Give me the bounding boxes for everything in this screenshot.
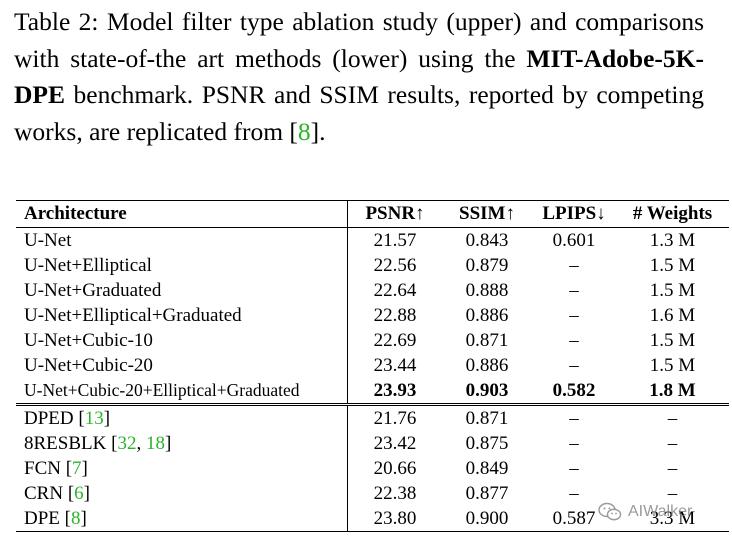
cell-ssim: 0.886 [465, 354, 509, 376]
header-architecture: Architecture [16, 200, 348, 228]
citation-link[interactable]: 8 [70, 507, 81, 529]
cell-architecture: U-Net+Elliptical+Graduated [16, 303, 348, 328]
cell-weights: 3.3 M [649, 507, 696, 529]
table-row: U-Net+Graduated 22.64 0.888 – 1.5 M [16, 278, 729, 303]
cell-weights: 1.5 M [649, 329, 696, 351]
method-name: FCN [ [24, 457, 73, 479]
cell-psnr: 23.42 [373, 432, 417, 454]
cell-lpips: – [569, 354, 579, 376]
cell-architecture: FCN [7] [16, 456, 348, 481]
cell-lpips: – [569, 407, 579, 429]
cell-psnr: 20.66 [373, 457, 417, 479]
cell-psnr: 22.88 [373, 304, 417, 326]
cell-architecture: U-Net+Cubic-20 [16, 353, 348, 378]
citation-link[interactable]: 6 [74, 482, 84, 504]
watermark-text: AIWalker [628, 503, 693, 520]
cell-architecture: U-Net+Elliptical [16, 253, 348, 278]
table-row: U-Net 21.57 0.843 0.601 1.3 M [16, 227, 729, 253]
cell-ssim: 0.903 [465, 379, 509, 401]
cell-ssim: 0.900 [465, 507, 509, 529]
cell-lpips: 0.601 [552, 229, 596, 251]
table-row: U-Net+Elliptical 22.56 0.879 – 1.5 M [16, 253, 729, 278]
table-row: U-Net+Cubic-10 22.69 0.871 – 1.5 M [16, 328, 729, 353]
cell-architecture: U-Net+Cubic-20+Elliptical+Graduated [16, 378, 348, 405]
citation-link[interactable]: 13 [84, 407, 104, 429]
cell-weights: 1.8 M [649, 379, 696, 401]
table-row: 8RESBLK [32, 18] 23.42 0.875 – – [16, 431, 729, 456]
caption-text-2: benchmark. PSNR and SSIM results, report… [14, 80, 704, 146]
cell-architecture: U-Net [16, 227, 348, 253]
cell-lpips: – [569, 254, 579, 276]
cell-ssim: 0.875 [465, 432, 509, 454]
cell-architecture: U-Net+Cubic-10 [16, 328, 348, 353]
cell-weights: 1.5 M [649, 354, 696, 376]
cell-architecture: U-Net+Graduated [16, 278, 348, 303]
cell-weights: 1.5 M [649, 279, 696, 301]
cell-ssim: 0.879 [465, 254, 509, 276]
cell-lpips: – [569, 329, 579, 351]
caption-text-3: ]. [310, 116, 326, 146]
cell-weights: – [667, 482, 678, 504]
caption-text-1: Table 2: Model filter type ablation stud… [14, 7, 704, 73]
cell-psnr: 22.56 [373, 254, 417, 276]
header-psnr: PSNR↑ [365, 203, 425, 224]
cell-lpips: 0.587 [552, 507, 596, 529]
cell-ssim: 0.871 [465, 329, 509, 351]
cell-weights: 1.3 M [649, 229, 696, 251]
cell-weights: 1.5 M [649, 254, 696, 276]
citation-link[interactable]: 8 [297, 116, 311, 146]
cell-psnr: 21.57 [373, 229, 417, 251]
cell-lpips: – [569, 432, 579, 454]
cell-weights: – [667, 432, 678, 454]
cell-psnr: 22.69 [373, 329, 417, 351]
citation-link[interactable]: 18 [145, 432, 165, 454]
table-caption: Table 2: Model filter type ablation stud… [14, 4, 704, 150]
table-row: U-Net+Elliptical+Graduated 22.88 0.886 –… [16, 303, 729, 328]
cell-architecture: 8RESBLK [32, 18] [16, 431, 348, 456]
cell-ssim: 0.877 [465, 482, 509, 504]
cell-ssim: 0.871 [465, 407, 509, 429]
cell-lpips: – [569, 457, 579, 479]
cell-lpips: – [569, 304, 579, 326]
cell-psnr: 23.44 [373, 354, 417, 376]
cell-ssim: 0.849 [465, 457, 509, 479]
cell-architecture: DPE [8] [16, 506, 348, 532]
watermark: AIWalker [598, 502, 692, 522]
citation-link[interactable]: 32 [117, 432, 137, 454]
table-header-row: Architecture PSNR↑ SSIM↑ LPIPS↓ # Weight… [16, 200, 729, 228]
method-name: CRN [ [24, 482, 75, 504]
cell-psnr: 23.93 [373, 379, 417, 401]
wechat-icon [598, 502, 622, 521]
cell-psnr: 21.76 [373, 407, 417, 429]
benchmark-name: MIT-Adobe-5K-DPE [14, 43, 704, 110]
cell-architecture: CRN [6] [16, 481, 348, 506]
table-row: FCN [7] 20.66 0.849 – – [16, 456, 729, 481]
cell-weights: – [667, 407, 678, 429]
header-ssim: SSIM↑ [459, 203, 515, 224]
cell-weights: – [667, 457, 678, 479]
table-row: CRN [6] 22.38 0.877 – – [16, 481, 729, 506]
cell-weights: 1.6 M [649, 304, 696, 326]
cell-psnr: 22.64 [373, 279, 417, 301]
cell-psnr: 23.80 [373, 507, 417, 529]
method-name: 8RESBLK [ [24, 432, 118, 454]
header-lpips: LPIPS↓ [542, 203, 606, 224]
header-weights: # Weights [632, 203, 713, 224]
table-row: DPED [13] 21.76 0.871 – – [16, 404, 729, 431]
cell-ssim: 0.888 [465, 279, 509, 301]
cell-ssim: 0.886 [465, 304, 509, 326]
citation-link[interactable]: 7 [72, 457, 82, 479]
cell-lpips: 0.582 [552, 379, 596, 401]
cell-lpips: – [569, 482, 579, 504]
cell-psnr: 22.38 [373, 482, 417, 504]
method-name: DPE [ [24, 507, 71, 529]
method-name: DPED [ [24, 407, 85, 429]
table-row-best: U-Net+Cubic-20+Elliptical+Graduated 23.9… [16, 378, 729, 405]
table-row: DPE [8] 23.80 0.900 0.587 3.3 M [16, 506, 729, 532]
results-table: Architecture PSNR↑ SSIM↑ LPIPS↓ # Weight… [16, 200, 729, 532]
cell-lpips: – [569, 279, 579, 301]
cell-ssim: 0.843 [465, 229, 509, 251]
cell-architecture: DPED [13] [16, 404, 348, 431]
table-row: U-Net+Cubic-20 23.44 0.886 – 1.5 M [16, 353, 729, 378]
